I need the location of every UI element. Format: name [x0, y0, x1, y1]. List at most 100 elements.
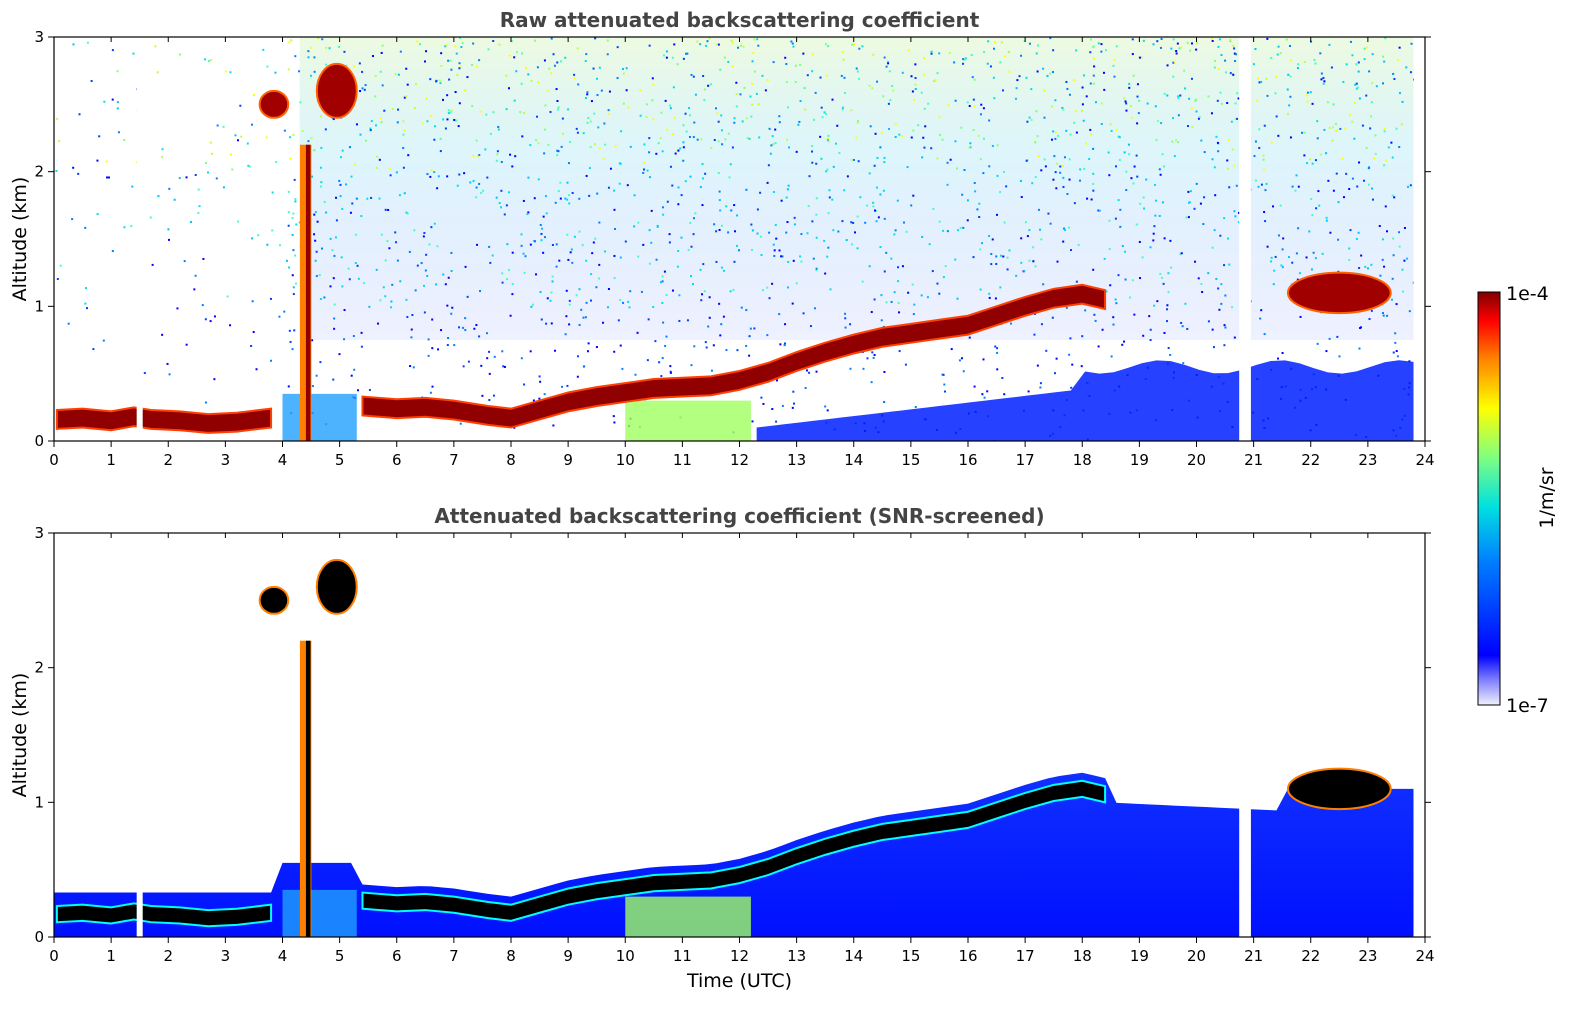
- speckle: [551, 280, 554, 283]
- speckle: [807, 205, 810, 208]
- speckle: [294, 55, 297, 58]
- speckle: [643, 168, 646, 171]
- speckle: [203, 58, 206, 61]
- speckle: [1124, 278, 1127, 281]
- speckle: [1092, 182, 1095, 185]
- speckle: [718, 302, 721, 305]
- speckle: [529, 144, 532, 147]
- speckle: [255, 368, 258, 371]
- speckle: [348, 278, 351, 281]
- speckle: [320, 146, 323, 149]
- speckle: [1079, 179, 1082, 182]
- speckle: [1178, 47, 1181, 50]
- speckle: [688, 114, 691, 117]
- speckle: [291, 348, 294, 351]
- speckle: [622, 102, 625, 105]
- speckle: [237, 220, 240, 223]
- speckle: [442, 273, 445, 276]
- speckle: [824, 43, 827, 46]
- speckle: [573, 235, 576, 238]
- speckle: [911, 283, 914, 286]
- speckle: [694, 93, 697, 96]
- speckle: [283, 129, 286, 132]
- speckle: [869, 125, 872, 128]
- speckle: [288, 266, 291, 269]
- speckle: [774, 224, 777, 227]
- speckle: [363, 88, 366, 91]
- y-tick-label: 2: [34, 659, 44, 677]
- speckle: [718, 228, 721, 231]
- speckle: [982, 172, 985, 175]
- speckle: [885, 251, 888, 254]
- speckle: [1042, 67, 1045, 70]
- speckle: [288, 41, 291, 44]
- speckle: [880, 319, 883, 322]
- speckle: [853, 43, 856, 46]
- speckle: [1349, 40, 1352, 43]
- speckle: [582, 316, 585, 319]
- speckle: [111, 250, 114, 253]
- speckle: [568, 323, 571, 326]
- speckle: [1254, 140, 1257, 143]
- speckle: [248, 165, 251, 168]
- speckle: [556, 61, 559, 64]
- speckle: [1173, 155, 1176, 158]
- speckle: [1129, 105, 1132, 108]
- speckle: [1142, 334, 1145, 337]
- speckle: [900, 135, 903, 138]
- speckle: [592, 241, 595, 244]
- speckle: [746, 137, 749, 140]
- speckle: [1186, 125, 1189, 128]
- speckle: [795, 150, 798, 153]
- speckle: [246, 142, 249, 145]
- speckle: [710, 369, 713, 372]
- speckle: [1092, 46, 1095, 49]
- speckle: [476, 155, 479, 158]
- speckle: [890, 300, 893, 303]
- cloud: [1286, 767, 1392, 811]
- speckle: [913, 303, 916, 306]
- speckle: [1275, 115, 1278, 118]
- speckle: [1401, 100, 1404, 103]
- speckle: [484, 148, 487, 151]
- speckle: [1166, 64, 1169, 67]
- speckle: [885, 301, 888, 304]
- speckle: [479, 110, 482, 113]
- speckle: [1408, 360, 1411, 363]
- speckle: [792, 259, 795, 262]
- speckle: [742, 45, 745, 48]
- speckle: [1381, 258, 1384, 261]
- speckle: [735, 244, 738, 247]
- speckle: [932, 207, 935, 210]
- speckle: [1257, 77, 1260, 80]
- speckle: [374, 74, 377, 77]
- speckle: [771, 282, 774, 285]
- speckle: [424, 269, 427, 272]
- speckle: [1117, 199, 1120, 202]
- speckle: [1281, 352, 1284, 355]
- speckle: [1037, 155, 1040, 158]
- speckle: [1310, 268, 1313, 271]
- speckle: [868, 84, 871, 87]
- speckle: [1131, 279, 1134, 282]
- speckle: [1309, 91, 1312, 94]
- speckle: [471, 64, 474, 67]
- speckle: [1114, 165, 1117, 168]
- speckle: [183, 260, 186, 263]
- speckle: [380, 121, 383, 124]
- speckle: [715, 107, 718, 110]
- speckle: [944, 265, 947, 268]
- speckle: [1349, 229, 1352, 232]
- speckle: [478, 182, 481, 185]
- speckle: [1355, 63, 1358, 66]
- speckle: [450, 68, 453, 71]
- speckle: [896, 199, 899, 202]
- speckle: [1092, 172, 1095, 175]
- speckle: [1391, 194, 1394, 197]
- speckle: [154, 45, 157, 48]
- speckle: [78, 113, 81, 116]
- speckle: [1175, 50, 1178, 53]
- speckle: [717, 172, 720, 175]
- speckle: [550, 291, 553, 294]
- speckle: [850, 158, 853, 161]
